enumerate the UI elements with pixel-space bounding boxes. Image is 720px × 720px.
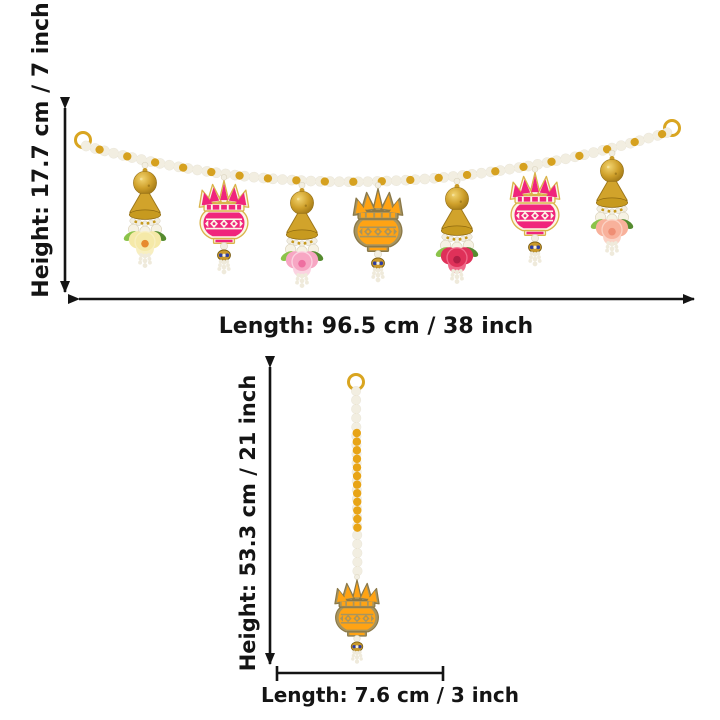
jhumka-yellow-flower-ornament — [122, 162, 167, 269]
latkan-orange-kalash-ornament — [335, 574, 379, 665]
pearl-gold-bead-strand — [86, 132, 669, 182]
pink-kalash-ornament — [199, 174, 248, 276]
toran-garland — [74, 119, 681, 290]
jhumka-red-flower-ornament — [434, 178, 479, 285]
toran-dimensions: Height: 17.7 cm / 7 inch Length: 96.5 cm… — [29, 2, 695, 339]
toran-length-label: Length: 96.5 cm / 38 inch — [219, 314, 533, 339]
toran-height-label: Height: 17.7 cm / 7 inch — [29, 2, 54, 297]
latkan-width-label: Length: 7.6 cm / 3 inch — [261, 683, 519, 707]
latkan-dimensions: Height: 53.3 cm / 21 inch Length: 7.6 cm… — [236, 356, 519, 707]
jhumka-pink-flower-ornament — [279, 182, 324, 289]
jhumka-peach-flower-ornament — [589, 150, 634, 257]
latkan-bead-strand — [356, 391, 358, 576]
latkan-hanging — [335, 373, 379, 666]
latkan-height-label: Height: 53.3 cm / 21 inch — [236, 375, 260, 672]
orange-kalash-ornament — [353, 182, 402, 284]
pink-kalash-ornament — [510, 166, 559, 268]
